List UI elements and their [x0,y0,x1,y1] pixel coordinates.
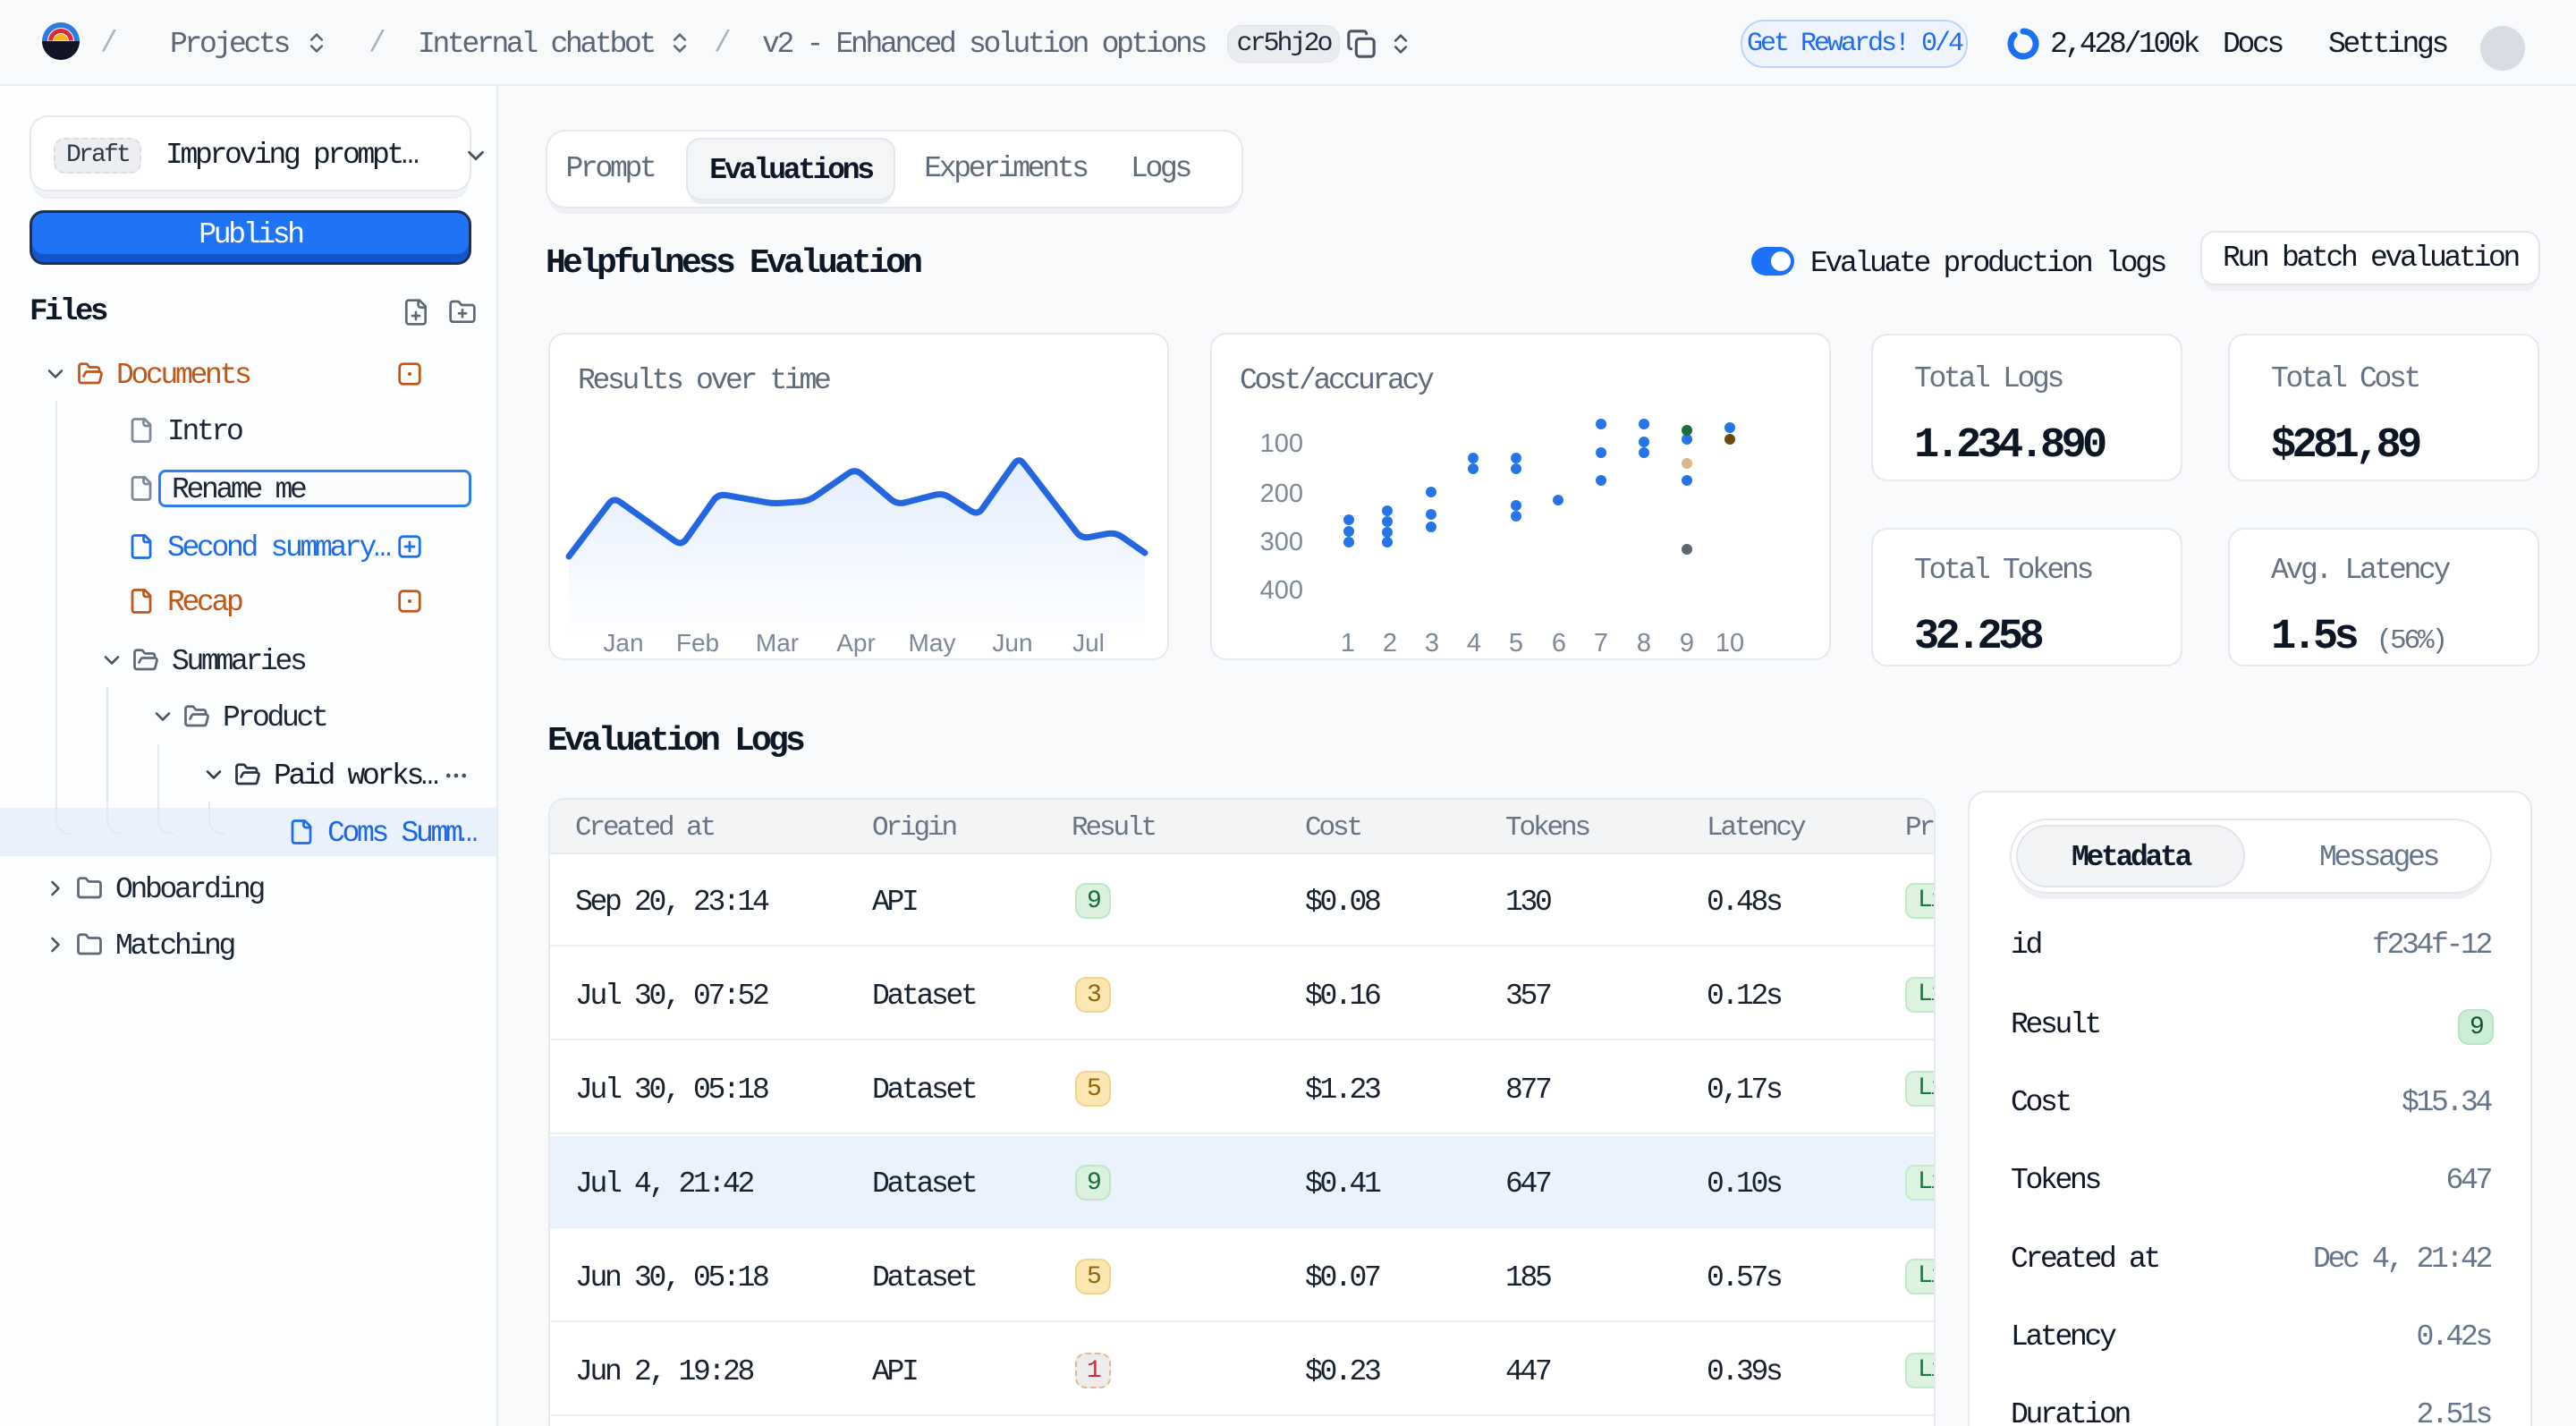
svg-text:1: 1 [1341,629,1355,658]
svg-text:Feb: Feb [676,629,719,657]
svg-text:7: 7 [1594,629,1608,658]
svg-text:Mar: Mar [756,629,799,657]
svg-text:10: 10 [1716,629,1744,658]
svg-text:6: 6 [1552,629,1566,658]
svg-text:100: 100 [1260,429,1303,458]
svg-text:Jul: Jul [1072,629,1105,657]
svg-text:8: 8 [1637,629,1651,658]
svg-text:Jun: Jun [992,629,1032,657]
svg-text:4: 4 [1467,629,1481,658]
svg-text:Jan: Jan [603,629,643,657]
svg-text:Apr: Apr [836,629,876,657]
svg-text:2: 2 [1383,629,1397,658]
svg-text:300: 300 [1260,528,1303,556]
svg-text:9: 9 [1680,629,1694,658]
svg-text:200: 200 [1260,480,1303,508]
svg-text:3: 3 [1425,629,1439,658]
svg-text:5: 5 [1509,629,1523,658]
svg-text:400: 400 [1260,576,1303,605]
svg-text:May: May [909,629,956,657]
